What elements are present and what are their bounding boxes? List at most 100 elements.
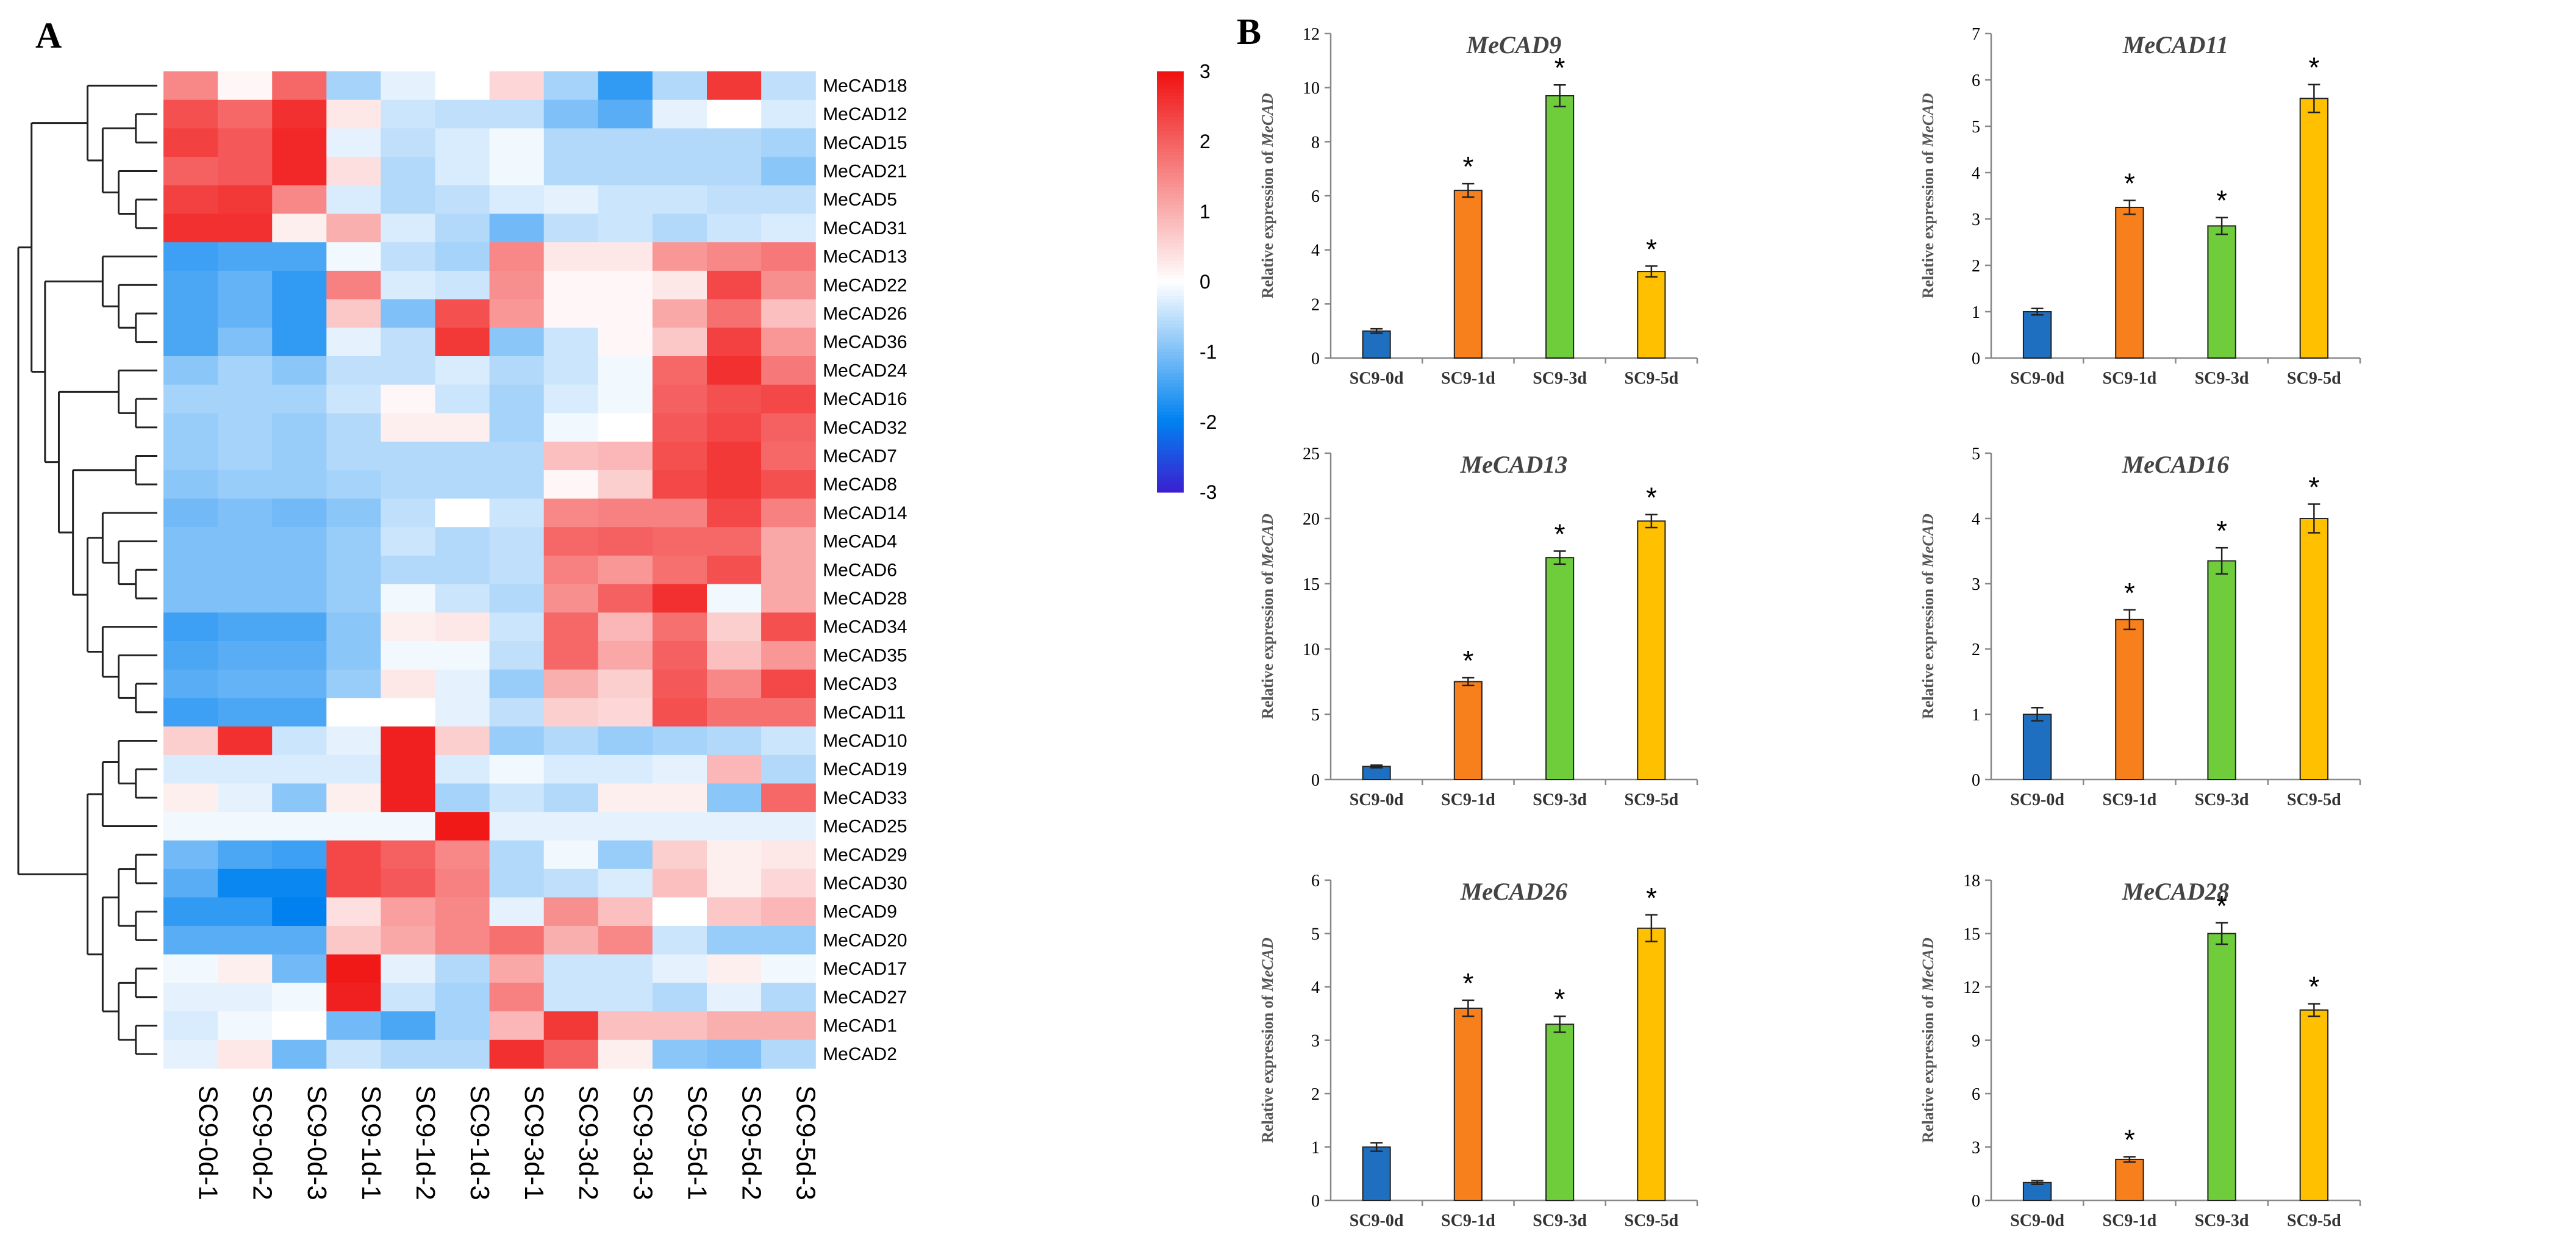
heatmap-cell <box>489 612 545 642</box>
x-tick-label: SC9-5d <box>1625 790 1679 809</box>
color-scale-step <box>1157 446 1184 451</box>
color-scale-step <box>1157 439 1184 444</box>
heatmap-cell <box>435 99 490 129</box>
heatmap-cell <box>543 869 599 898</box>
heatmap-cell <box>272 840 327 870</box>
heatmap-cell <box>435 641 490 670</box>
heatmap-cell <box>761 555 816 585</box>
heatmap-cell <box>543 926 599 955</box>
heatmap-cell <box>652 71 707 101</box>
color-scale-step <box>1157 324 1184 328</box>
color-scale-step <box>1157 331 1184 335</box>
y-tick-label: 10 <box>1303 640 1320 659</box>
x-tick-label: SC9-1d <box>2103 1211 2157 1230</box>
significance-marker: * <box>2308 971 2319 1003</box>
bar <box>1453 681 1483 780</box>
heatmap-column-label: SC9-5d-1 <box>682 1086 712 1200</box>
heatmap-cell <box>381 612 436 642</box>
color-scale-step <box>1157 352 1184 356</box>
color-scale-step <box>1157 208 1184 212</box>
heatmap-cell <box>543 983 599 1012</box>
color-scale-step <box>1157 190 1184 195</box>
color-scale-step <box>1157 180 1184 184</box>
heatmap-cell <box>598 840 653 870</box>
y-axis-label-gene: MeCAD <box>1259 93 1276 147</box>
heatmap-cell <box>218 726 273 756</box>
color-scale-step <box>1157 489 1184 493</box>
heatmap-cell <box>381 897 436 927</box>
heatmap-column-label: SC9-1d-1 <box>356 1086 386 1200</box>
heatmap-cell <box>543 384 599 414</box>
heatmap-cell <box>381 242 436 271</box>
color-scale-step <box>1157 475 1184 479</box>
y-tick-label: 15 <box>1303 575 1320 594</box>
heatmap-cell <box>652 328 707 357</box>
heatmap-cell <box>489 584 545 613</box>
heatmap-cell <box>489 270 545 300</box>
heatmap-cell <box>272 926 327 955</box>
heatmap-cell <box>598 1011 653 1041</box>
y-tick-label: 4 <box>1972 510 1980 529</box>
heatmap-cell <box>272 983 327 1012</box>
heatmap-cell <box>543 99 599 129</box>
heatmap-cell <box>163 185 218 215</box>
color-scale-step <box>1157 401 1184 405</box>
heatmap-cell <box>435 71 490 101</box>
color-scale-step <box>1157 229 1184 234</box>
heatmap-row-label: MeCAD19 <box>823 759 907 780</box>
y-tick-label: 12 <box>1303 25 1320 44</box>
chart-title: MeCAD9 <box>1466 31 1562 59</box>
heatmap-cell <box>272 612 327 642</box>
heatmap-cell <box>598 726 653 756</box>
heatmap-row-label: MeCAD32 <box>823 418 907 438</box>
heatmap-cell <box>707 641 762 670</box>
color-scale-step <box>1157 334 1184 339</box>
heatmap-cell <box>598 869 653 898</box>
color-scale-step <box>1157 260 1184 265</box>
heatmap-cell <box>163 641 218 670</box>
heatmap-cell <box>543 185 599 215</box>
color-scale-step <box>1157 359 1184 363</box>
heatmap-cell <box>381 698 436 727</box>
heatmap-cell <box>761 470 816 500</box>
heatmap-cell <box>163 698 218 727</box>
heatmap-cell <box>218 897 273 927</box>
heatmap-cell <box>435 328 490 357</box>
bar <box>1545 557 1575 780</box>
heatmap-cell <box>435 413 490 442</box>
y-tick-label: 0 <box>1972 771 1980 790</box>
heatmap-cell <box>435 897 490 927</box>
heatmap-row-label: MeCAD18 <box>823 76 907 96</box>
color-scale-step <box>1157 355 1184 360</box>
color-scale-step <box>1157 422 1184 426</box>
heatmap-cell <box>218 185 273 215</box>
color-scale-step <box>1157 246 1184 251</box>
heatmap-cell <box>218 698 273 727</box>
heatmap-cell <box>163 270 218 300</box>
color-scale-step <box>1157 345 1184 349</box>
color-scale-step <box>1157 250 1184 254</box>
heatmap-cell <box>218 869 273 898</box>
heatmap-cell <box>652 840 707 870</box>
heatmap-column-label: SC9-0d-2 <box>248 1086 277 1200</box>
heatmap-cell <box>435 612 490 642</box>
heatmap-cell <box>326 1011 381 1041</box>
bar <box>2115 207 2144 359</box>
heatmap-cell <box>543 812 599 841</box>
heatmap-cell <box>272 99 327 129</box>
heatmap-cell <box>489 926 545 955</box>
heatmap-cell <box>598 983 653 1012</box>
heatmap-cell <box>218 555 273 585</box>
heatmap-column-label: SC9-5d-3 <box>791 1086 821 1200</box>
color-scale-step <box>1157 310 1184 314</box>
heatmap-cell <box>326 328 381 357</box>
heatmap-row-label: MeCAD14 <box>823 503 907 523</box>
color-scale-step <box>1157 282 1184 286</box>
heatmap-cell <box>326 726 381 756</box>
heatmap-cell <box>218 669 273 698</box>
significance-marker: * <box>1555 52 1565 84</box>
heatmap-cell <box>652 299 707 328</box>
bar <box>2022 714 2052 780</box>
heatmap-cell <box>707 1011 762 1041</box>
